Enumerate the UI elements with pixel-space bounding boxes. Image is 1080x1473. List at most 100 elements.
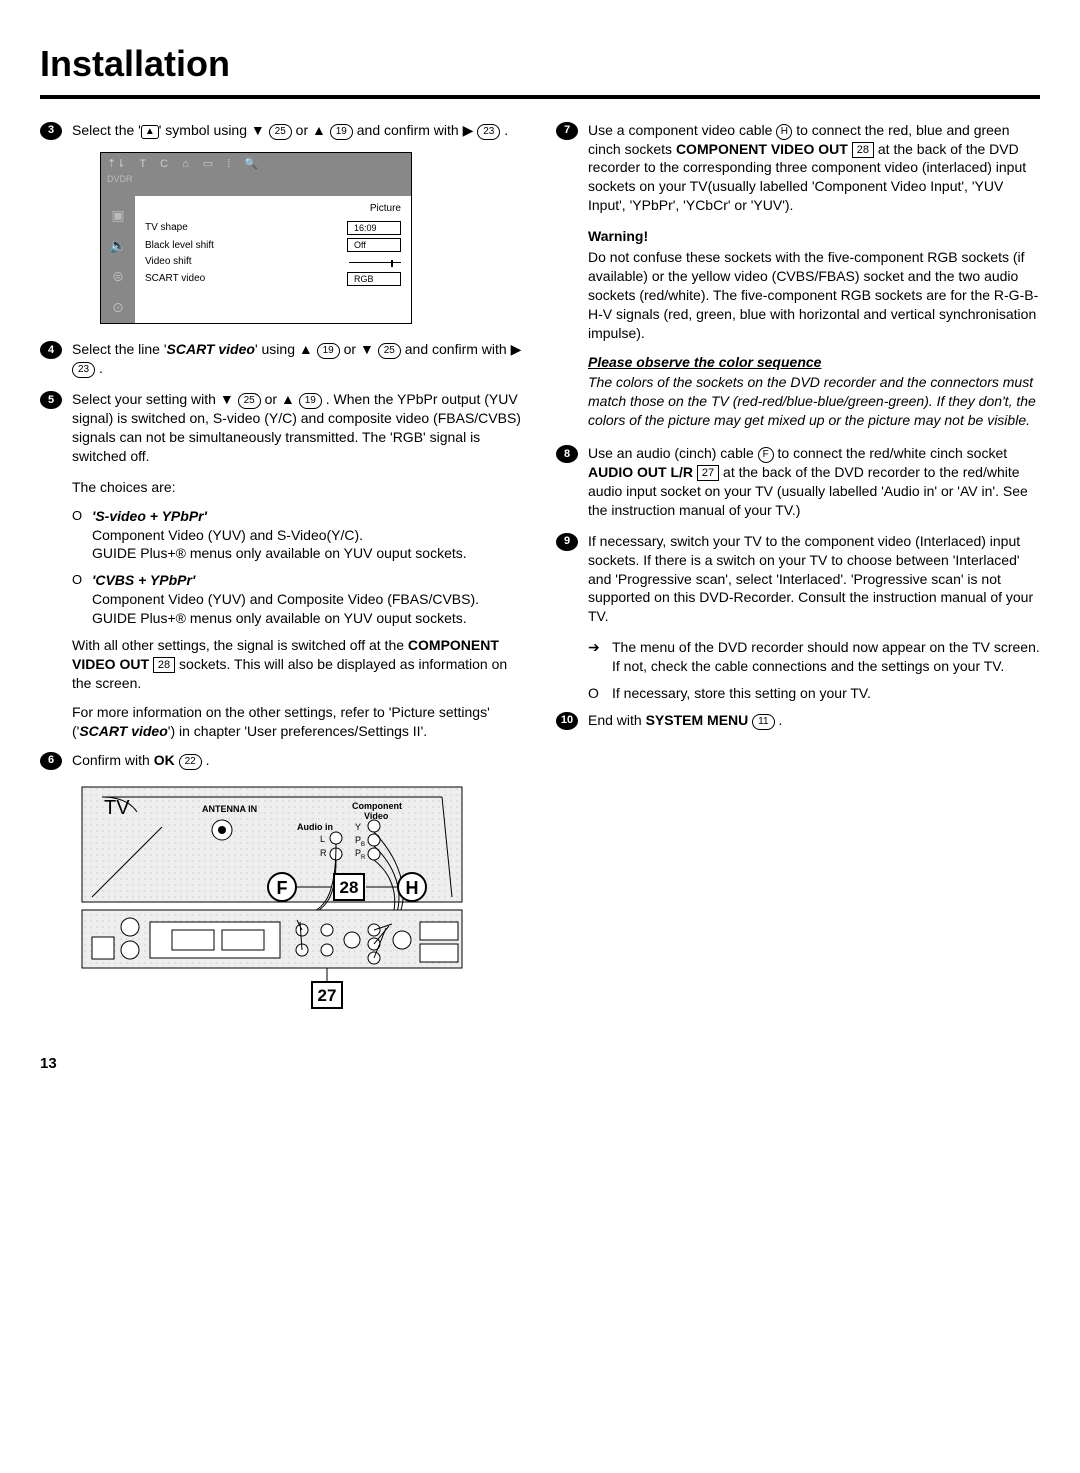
ref-11: 11 bbox=[752, 714, 774, 730]
right-column: 7 Use a component video cable H to conne… bbox=[556, 121, 1040, 1014]
osd-side-icon: 🔈 bbox=[109, 236, 126, 255]
option-title: 'S-video + YPbPr' bbox=[92, 508, 207, 524]
arrow-note-1: ➔ The menu of the DVD recorder should no… bbox=[588, 638, 1040, 676]
option-svideo: O 'S-video + YPbPr' Component Video (YUV… bbox=[72, 507, 524, 564]
ref-22: 22 bbox=[179, 754, 202, 770]
title-rule bbox=[40, 95, 1040, 99]
y-label: Y bbox=[355, 822, 361, 832]
osd-row-label: SCART video bbox=[145, 272, 347, 286]
osd-label: DVDR bbox=[107, 173, 405, 185]
step-8-badge: 8 bbox=[556, 445, 578, 463]
text: or ▼ bbox=[340, 341, 378, 357]
ref-28: 28 bbox=[852, 142, 874, 158]
osd-tab-icon: C bbox=[160, 157, 168, 172]
step-10: 10 End with SYSTEM MENU 11 . bbox=[556, 711, 1040, 730]
text: ' symbol using ▼ bbox=[159, 122, 269, 138]
osd-row-value: RGB bbox=[347, 272, 401, 286]
tv-label: TV bbox=[104, 797, 130, 819]
text: SCART video bbox=[79, 723, 167, 739]
option-title: 'CVBS + YPbPr' bbox=[92, 572, 195, 588]
text: Component Video (YUV) and Composite Vide… bbox=[92, 591, 479, 607]
osd-slider bbox=[349, 262, 401, 263]
all-other-settings: With all other settings, the signal is s… bbox=[72, 636, 524, 693]
step-6: 6 Confirm with OK 22 . bbox=[40, 751, 524, 770]
osd-row-label: Video shift bbox=[145, 255, 347, 269]
ref-23: 23 bbox=[72, 362, 95, 378]
note-title: Please observe the color sequence bbox=[588, 353, 1040, 372]
step-4: 4 Select the line 'SCART video' using ▲ … bbox=[40, 340, 524, 378]
step-3-badge: 3 bbox=[40, 122, 62, 140]
ref-28: 28 bbox=[153, 657, 175, 673]
osd-side-icon: ▣ bbox=[111, 206, 124, 225]
badge-H: H bbox=[406, 878, 419, 898]
ref-27: 27 bbox=[697, 465, 719, 481]
osd-screenshot: ⇡⇂ T C ⌂ ▭ ⁞ 🔍 DVDR ▣ 🔈 ⊜ ⊙ Pi bbox=[100, 152, 412, 325]
text: The menu of the DVD recorder should now … bbox=[612, 638, 1040, 676]
step-7: 7 Use a component video cable H to conne… bbox=[556, 121, 1040, 216]
text: . bbox=[775, 712, 783, 728]
text: ' using ▲ bbox=[255, 341, 317, 357]
svg-text:R: R bbox=[361, 855, 366, 861]
text: The colors of the sockets on the DVD rec… bbox=[588, 373, 1040, 430]
bullet-icon: O bbox=[588, 684, 612, 703]
component-label: Component bbox=[352, 801, 402, 811]
ref-F: F bbox=[758, 447, 774, 463]
text: GUIDE Plus+® menus only available on YUV… bbox=[92, 545, 467, 561]
osd-tab-icon: 🔍 bbox=[244, 157, 258, 172]
more-info: For more information on the other settin… bbox=[72, 703, 524, 741]
text: . bbox=[202, 752, 210, 768]
text: With all other settings, the signal is s… bbox=[72, 637, 408, 653]
antenna-label: ANTENNA IN bbox=[202, 804, 257, 814]
page-title: Installation bbox=[40, 40, 1040, 89]
ref-25: 25 bbox=[269, 124, 292, 140]
audioin-label: Audio in bbox=[297, 822, 333, 832]
svg-text:B: B bbox=[361, 842, 365, 848]
bullet-icon: O bbox=[72, 507, 92, 564]
text: Confirm with bbox=[72, 752, 154, 768]
text: . bbox=[95, 360, 103, 376]
badge-F: F bbox=[277, 878, 288, 898]
text: Component Video (YUV) and S-Video(Y/C). bbox=[92, 527, 363, 543]
option-cvbs: O 'CVBS + YPbPr' Component Video (YUV) a… bbox=[72, 571, 524, 628]
osd-side-icon: ⊜ bbox=[112, 267, 124, 286]
step-8: 8 Use an audio (cinch) cable F to connec… bbox=[556, 444, 1040, 520]
osd-side-icon: ⊙ bbox=[112, 298, 124, 317]
text: . bbox=[500, 122, 508, 138]
osd-row-label: Black level shift bbox=[145, 239, 347, 253]
left-column: 3 Select the '▲' symbol using ▼ 25 or ▲ … bbox=[40, 121, 524, 1014]
bullet-icon: O bbox=[72, 571, 92, 628]
text: Select your setting with ▼ bbox=[72, 391, 238, 407]
osd-tab-icon: T bbox=[139, 157, 146, 172]
badge-28: 28 bbox=[340, 878, 359, 897]
text: or ▲ bbox=[261, 391, 299, 407]
step-7-badge: 7 bbox=[556, 122, 578, 140]
text: AUDIO OUT L/R bbox=[588, 464, 693, 480]
text: ') in chapter 'User preferences/Settings… bbox=[168, 723, 427, 739]
step-9: 9 If necessary, switch your TV to the co… bbox=[556, 532, 1040, 626]
ref-23: 23 bbox=[477, 124, 500, 140]
text: Use an audio (cinch) cable bbox=[588, 445, 758, 461]
text: End with bbox=[588, 712, 646, 728]
ref-19: 19 bbox=[317, 343, 340, 359]
warning-title: Warning! bbox=[588, 227, 1040, 246]
text: or ▲ bbox=[292, 122, 330, 138]
warning-block: Warning! Do not confuse these sockets wi… bbox=[588, 227, 1040, 342]
step-5: 5 Select your setting with ▼ 25 or ▲ 19 … bbox=[40, 390, 524, 466]
step-10-badge: 10 bbox=[556, 712, 578, 730]
ref-H: H bbox=[776, 124, 792, 140]
osd-tab-icon: ⇡⇂ bbox=[107, 157, 125, 172]
osd-row-value: Off bbox=[347, 238, 401, 252]
osd-row-value: 16:09 bbox=[347, 221, 401, 235]
connection-diagram: TV ANTENNA IN Component Video Audio in L… bbox=[72, 782, 472, 1014]
osd-tab-icon: ⁞ bbox=[227, 157, 230, 172]
text: OK bbox=[154, 752, 175, 768]
text: GUIDE Plus+® menus only available on YUV… bbox=[92, 610, 467, 626]
text: and confirm with ▶ bbox=[401, 341, 521, 357]
color-sequence-note: Please observe the color sequence The co… bbox=[588, 353, 1040, 431]
text: and confirm with ▶ bbox=[353, 122, 477, 138]
text: Select the ' bbox=[72, 122, 141, 138]
osd-row-label: TV shape bbox=[145, 221, 347, 235]
text: If necessary, store this setting on your… bbox=[612, 684, 871, 703]
step-5-badge: 5 bbox=[40, 391, 62, 409]
text: to connect the red/white cinch socket bbox=[774, 445, 1007, 461]
